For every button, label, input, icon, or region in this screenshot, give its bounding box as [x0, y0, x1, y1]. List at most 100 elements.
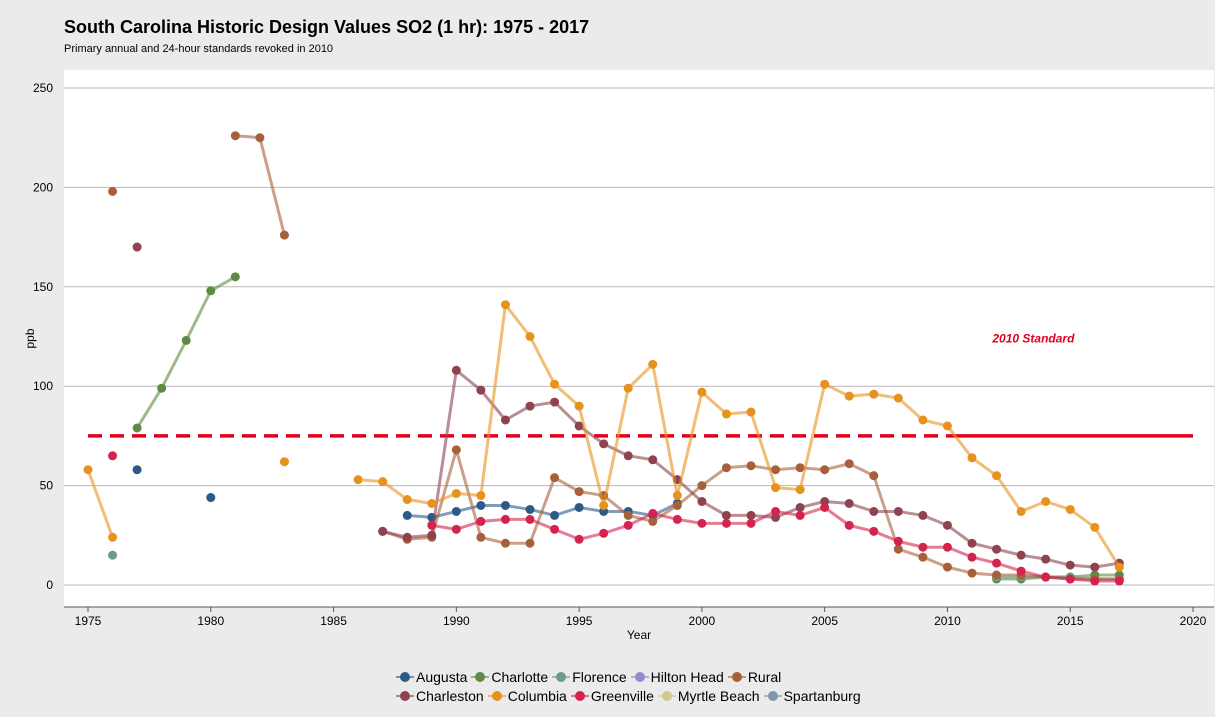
- legend-label: Myrtle Beach: [677, 687, 760, 704]
- series-segment: [577, 424, 606, 446]
- data-point: [992, 570, 1002, 580]
- legend-swatch: [396, 690, 414, 702]
- data-point: [746, 510, 756, 520]
- series-segment: [135, 386, 164, 430]
- y-tick-label: 50: [40, 479, 54, 493]
- data-point: [992, 471, 1002, 481]
- data-point: [378, 477, 388, 487]
- x-tick-label: 1995: [566, 614, 593, 628]
- data-point: [623, 510, 633, 520]
- data-point: [918, 415, 928, 425]
- y-tick-label: 200: [33, 180, 53, 194]
- data-point: [525, 332, 535, 341]
- data-point: [255, 133, 265, 143]
- data-point: [599, 528, 609, 538]
- series-segment: [602, 386, 630, 507]
- data-point: [1016, 550, 1026, 560]
- legend-label: Rural: [747, 668, 782, 685]
- series-segment: [160, 338, 188, 390]
- series-segment: [823, 382, 851, 398]
- data-point: [967, 453, 977, 463]
- data-point: [623, 383, 633, 393]
- legend-swatch-dot: [400, 690, 410, 701]
- chart-subtitle: Primary annual and 24-hour standards rev…: [64, 43, 334, 55]
- data-point: [427, 530, 437, 540]
- series-segment: [430, 368, 458, 537]
- data-point: [353, 475, 363, 485]
- legend-swatch-dot: [731, 671, 742, 682]
- data-point: [795, 510, 805, 520]
- legend: Augusta Charlotte Florence Hilton Head Rural…: [396, 667, 865, 705]
- series-segment: [528, 476, 557, 545]
- data-point: [746, 518, 756, 528]
- data-point: [869, 389, 879, 399]
- data-point: [1065, 574, 1075, 584]
- data-point: [967, 538, 977, 548]
- series-greenville: [108, 451, 1124, 586]
- data-point: [574, 401, 584, 411]
- series-segment: [602, 494, 630, 517]
- y-tick-label: 250: [33, 81, 53, 95]
- legend-item: Charleston: [396, 688, 484, 704]
- series-segment: [503, 404, 532, 422]
- legend-item: Greenville: [570, 687, 654, 704]
- series-segment: [184, 289, 213, 342]
- series-group: [83, 131, 1124, 586]
- grid-lines: [64, 87, 1214, 586]
- legend-row: Augusta Charlotte Florence Hilton Head Rural: [396, 667, 865, 686]
- data-point: [550, 510, 560, 520]
- data-point: [820, 379, 830, 389]
- data-point: [967, 568, 977, 578]
- data-point: [427, 498, 437, 508]
- data-point: [108, 451, 118, 461]
- legend-swatch-dot: [491, 690, 502, 701]
- legend-swatch: [552, 671, 571, 683]
- legend-label: Charlotte: [491, 668, 549, 685]
- data-point: [844, 391, 854, 401]
- legend-swatch-dot: [400, 671, 410, 682]
- data-point: [623, 451, 633, 461]
- data-point: [844, 459, 854, 469]
- standard-label: 2010 Standard: [991, 331, 1075, 345]
- data-point: [820, 465, 830, 475]
- x-tick-label: 2000: [689, 614, 716, 628]
- data-point: [550, 397, 560, 407]
- data-point: [108, 532, 118, 542]
- data-point: [1090, 562, 1100, 572]
- data-point: [648, 455, 658, 465]
- data-point: [893, 506, 903, 516]
- x-tick-label: 1985: [320, 614, 347, 628]
- series-segment: [823, 505, 851, 527]
- legend-item: Hilton Head: [630, 669, 724, 685]
- data-point: [279, 457, 289, 467]
- data-point: [1090, 522, 1100, 532]
- x-tick-label: 2010: [934, 614, 961, 628]
- series-segment: [675, 390, 704, 498]
- legend-item: Augusta: [396, 669, 467, 685]
- series-segment: [700, 466, 728, 488]
- series-segment: [553, 382, 581, 408]
- legend-label: Florence: [572, 668, 627, 685]
- y-axis-label: ppb: [23, 328, 37, 348]
- y-tick-label: 150: [33, 280, 53, 294]
- data-point: [746, 461, 756, 471]
- data-point: [795, 502, 805, 512]
- data-point: [206, 493, 216, 503]
- data-point: [157, 383, 167, 393]
- legend-swatch: [570, 690, 589, 702]
- data-point: [525, 514, 535, 524]
- data-point: [476, 385, 486, 395]
- x-tick-label: 1990: [443, 614, 470, 628]
- data-point: [83, 465, 93, 475]
- series-segment: [847, 462, 876, 478]
- series-segment: [528, 335, 557, 386]
- chart-title: South Carolina Historic Design Values SO…: [64, 17, 590, 37]
- axes: 0 50 100 150 200 250 1975 1980 1985 1990 1995 2000 2…: [23, 81, 1214, 642]
- legend-label: Greenville: [590, 687, 654, 704]
- data-point: [525, 538, 535, 548]
- data-point: [550, 473, 560, 483]
- data-point: [1114, 562, 1124, 572]
- data-point: [918, 542, 928, 552]
- legend-swatch: [471, 671, 490, 683]
